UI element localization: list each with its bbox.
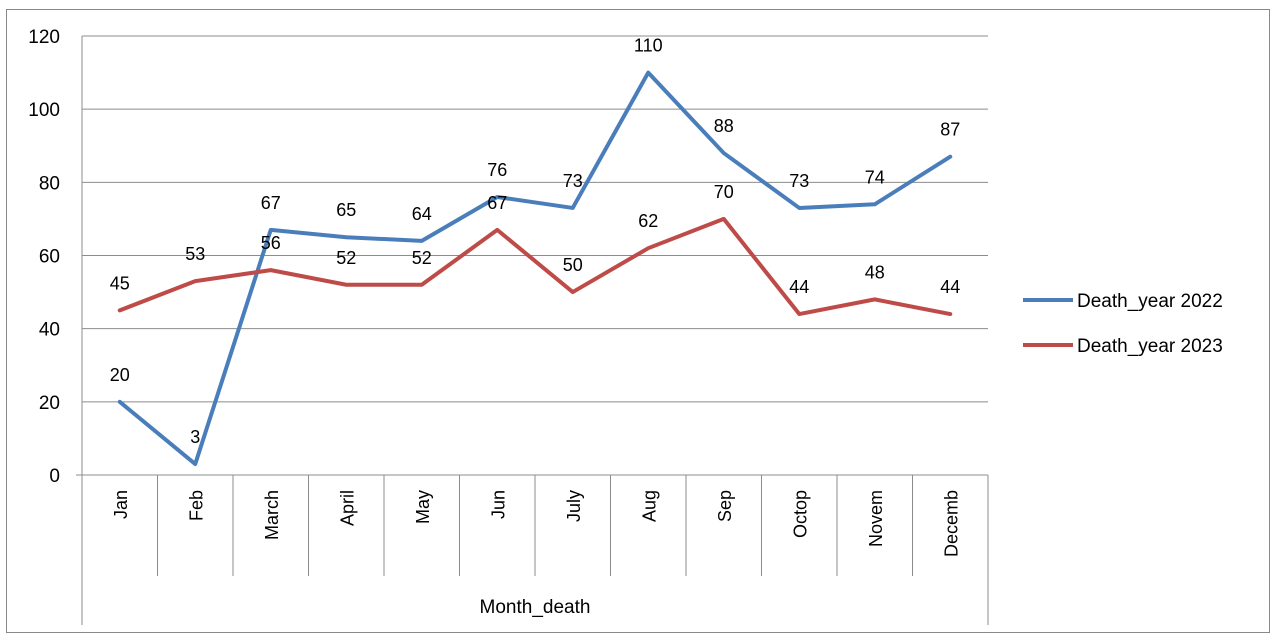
axes [76,36,989,625]
data-label: 73 [563,171,583,191]
y-tick-label: 60 [39,247,60,268]
x-category-label: Jun [488,490,508,519]
y-tick-label: 80 [39,173,60,194]
data-label: 67 [261,193,281,213]
data-label: 62 [638,211,658,231]
data-label: 52 [336,248,356,268]
x-category-label: Sep [715,490,735,522]
x-category-label: April [337,490,357,526]
data-label: 45 [110,273,130,293]
x-axis-title: Month_death [480,597,591,618]
data-label: 53 [185,244,205,264]
x-axis-categories: Jan Feb March April May Jun July Aug Sep Octop Nov… [111,490,962,557]
data-label: 50 [563,255,583,275]
x-category-label: Feb [186,490,206,521]
y-tick-label: 20 [39,393,60,414]
data-label: 67 [487,193,507,213]
data-labels: 20 3 67 65 64 76 73 110 88 73 74 87 45 53 56 52 52 67 50 62… [110,36,961,447]
legend-label: Death_year 2023 [1077,336,1223,357]
x-category-label: July [564,490,584,522]
data-label: 64 [412,204,432,224]
series-line-1 [117,70,953,467]
y-axis-ticks: 0 20 40 60 80 100 120 [28,27,60,487]
data-label: 110 [634,36,663,56]
data-label: 52 [412,248,432,268]
y-tick-label: 40 [39,320,60,341]
legend: Death_year 2022 Death_year 2023 [1023,291,1223,357]
y-tick-label: 0 [49,466,60,487]
x-category-label: Jan [111,490,131,519]
data-label: 88 [714,116,734,136]
data-label: 44 [789,277,809,297]
data-label: 20 [110,365,130,385]
data-label: 44 [940,277,960,297]
legend-label: Death_year 2022 [1077,291,1223,312]
x-category-label: March [262,490,282,540]
data-label: 3 [190,427,200,447]
series-line-2 [117,216,953,317]
data-label: 76 [487,160,507,180]
x-category-label: Novem [866,490,886,547]
data-label: 87 [940,120,960,140]
x-category-label: Decemb [941,490,961,557]
x-category-label: May [413,490,433,524]
gridlines [82,35,988,476]
chart-frame [6,9,1270,633]
x-category-label: Aug [639,490,659,522]
data-label: 70 [714,182,734,202]
data-label: 65 [336,200,356,220]
y-tick-label: 100 [28,100,60,121]
data-label: 74 [865,167,885,187]
y-tick-label: 120 [28,27,60,48]
data-label: 73 [789,171,809,191]
x-category-label: Octop [790,490,810,538]
data-label: 56 [261,233,281,253]
data-label: 48 [865,262,885,282]
series-lines [117,70,953,467]
